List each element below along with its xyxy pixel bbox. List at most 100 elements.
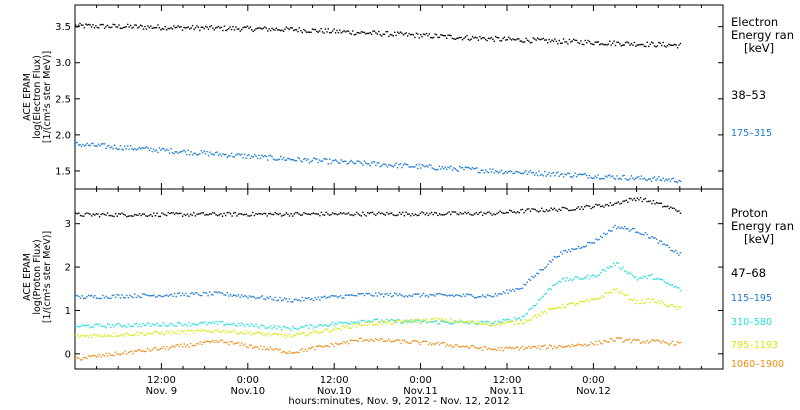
electron-point-series-1 — [668, 178, 670, 180]
electron-point-series-1 — [477, 171, 480, 174]
proton-point-series-3 — [188, 330, 190, 332]
proton-point-series-1 — [513, 290, 516, 292]
proton-point-series-4 — [424, 340, 426, 342]
proton-point-series-1 — [327, 296, 329, 299]
proton-point-series-0 — [542, 210, 544, 212]
proton-point-series-1 — [269, 295, 272, 298]
electron-point-series-0 — [551, 39, 553, 41]
proton-point-series-2 — [304, 324, 307, 327]
proton-point-series-2 — [657, 277, 659, 280]
proton-point-series-3 — [512, 320, 514, 323]
proton-point-series-4 — [84, 357, 86, 359]
proton-point-series-0 — [365, 215, 367, 217]
proton-point-series-2 — [547, 289, 549, 291]
electron-point-series-1 — [316, 158, 318, 160]
proton-point-series-0 — [370, 212, 372, 214]
proton-point-series-0 — [580, 206, 583, 208]
proton-point-series-4 — [89, 355, 91, 357]
electron-point-series-0 — [252, 30, 254, 33]
proton-point-series-1 — [545, 266, 548, 268]
electron-point-series-0 — [119, 27, 122, 29]
proton-point-series-4 — [258, 348, 260, 350]
electron-point-series-1 — [191, 154, 194, 156]
proton-point-series-4 — [91, 355, 93, 357]
electron-point-series-1 — [596, 176, 598, 179]
proton-point-series-1 — [316, 298, 318, 301]
electron-point-series-1 — [428, 164, 430, 166]
proton-point-series-4 — [435, 342, 437, 345]
electron-point-series-0 — [82, 24, 84, 26]
proton-point-series-0 — [587, 205, 589, 207]
proton-point-series-2 — [78, 326, 80, 328]
proton-point-series-4 — [148, 349, 150, 351]
electron-point-series-1 — [92, 142, 94, 144]
proton-point-series-1 — [418, 293, 420, 295]
proton-point-series-2 — [328, 325, 331, 327]
electron-point-series-1 — [560, 173, 562, 176]
proton-point-series-3 — [213, 329, 216, 331]
proton-point-series-3 — [636, 300, 639, 302]
proton-point-series-0 — [237, 213, 240, 215]
proton-point-series-0 — [290, 213, 292, 215]
proton-point-series-4 — [667, 343, 669, 345]
electron-point-series-0 — [316, 30, 318, 33]
proton-point-series-2 — [375, 318, 377, 320]
electron-point-series-0 — [239, 30, 241, 32]
proton-point-series-2 — [335, 322, 337, 324]
electron-point-series-0 — [372, 30, 374, 32]
proton-point-series-3 — [194, 330, 197, 332]
proton-point-series-4 — [663, 341, 666, 344]
proton-point-series-1 — [598, 238, 600, 241]
proton-point-series-3 — [497, 321, 500, 324]
proton-point-series-4 — [499, 349, 501, 351]
proton-point-series-4 — [643, 340, 645, 343]
proton-point-series-0 — [308, 213, 310, 215]
proton-point-series-2 — [344, 321, 347, 324]
proton-point-series-3 — [100, 335, 102, 337]
proton-point-series-0 — [312, 212, 315, 214]
proton-point-series-3 — [679, 306, 682, 308]
proton-point-series-1 — [518, 288, 520, 290]
proton-point-series-2 — [151, 323, 153, 325]
proton-point-series-4 — [237, 341, 240, 344]
proton-point-series-1 — [201, 294, 203, 297]
proton-point-series-0 — [236, 215, 238, 217]
proton-point-series-4 — [367, 339, 369, 341]
electron-point-series-1 — [138, 146, 140, 149]
proton-point-series-2 — [405, 319, 407, 321]
electron-point-series-1 — [142, 147, 145, 149]
proton-point-series-0 — [435, 212, 437, 214]
proton-point-series-2 — [89, 326, 91, 329]
proton-point-series-3 — [376, 324, 378, 326]
electron-point-series-1 — [616, 175, 618, 177]
proton-point-series-4 — [675, 344, 677, 346]
proton-point-series-1 — [627, 228, 629, 230]
electron-point-series-1 — [604, 175, 607, 177]
proton-point-series-1 — [651, 236, 653, 238]
electron-point-series-1 — [467, 166, 469, 169]
electron-point-series-1 — [627, 179, 630, 181]
electron-point-series-0 — [547, 42, 549, 44]
proton-point-series-0 — [670, 206, 672, 208]
proton-point-series-0 — [373, 213, 375, 215]
proton-point-series-2 — [623, 270, 626, 272]
electron-point-series-0 — [321, 31, 324, 33]
proton-point-series-4 — [268, 349, 270, 351]
electron-point-series-0 — [233, 29, 236, 31]
proton-point-series-1 — [485, 296, 487, 298]
proton-point-series-3 — [162, 333, 165, 336]
proton-point-series-2 — [202, 322, 205, 324]
proton-point-series-0 — [617, 201, 619, 203]
proton-point-series-2 — [280, 328, 283, 331]
electron-point-series-0 — [482, 37, 484, 39]
electron-point-series-1 — [118, 148, 120, 150]
proton-point-series-2 — [320, 324, 323, 326]
proton-point-series-0 — [378, 211, 380, 213]
electron-point-series-1 — [574, 172, 576, 174]
electron-point-series-0 — [646, 41, 648, 43]
proton-point-series-1 — [121, 294, 123, 296]
proton-point-series-2 — [164, 324, 166, 326]
electron-point-series-0 — [430, 36, 432, 39]
proton-point-series-3 — [403, 321, 406, 324]
electron-point-series-0 — [300, 30, 302, 32]
